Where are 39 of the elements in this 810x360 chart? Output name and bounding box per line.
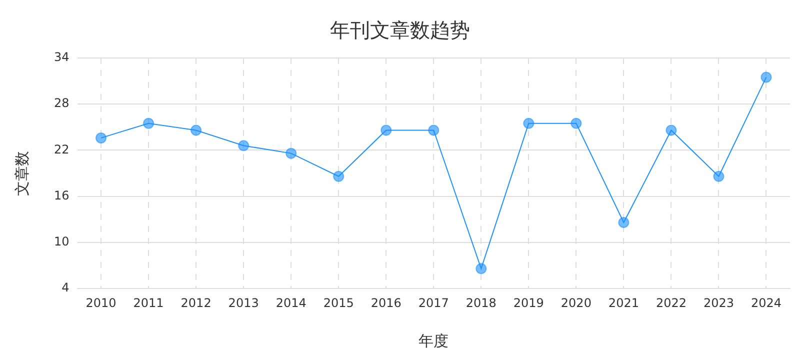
x-tick-label: 2021	[608, 296, 639, 310]
point	[286, 148, 297, 159]
point	[380, 124, 392, 136]
x-tick-label: 2010	[86, 296, 116, 310]
point	[428, 124, 440, 136]
x-tick-label: 2013	[228, 296, 259, 310]
x-tick-label: 2018	[466, 296, 496, 310]
x-tick-label: 2012	[180, 296, 212, 310]
y-tick-label: 22	[54, 142, 70, 156]
y-tick-label: 10	[54, 234, 70, 249]
x-axis-title: 年度	[418, 332, 449, 350]
y-tick-label: 34	[54, 50, 70, 64]
x-tick-label: 2020	[560, 296, 592, 310]
point	[666, 124, 677, 136]
point	[713, 170, 724, 182]
point	[760, 72, 772, 83]
y-axis-title: 文章数	[12, 150, 31, 196]
point	[190, 124, 202, 136]
y-tick-label: 28	[54, 96, 70, 110]
x-tick-label: 2022	[656, 296, 686, 310]
x-tick-label: 2016	[370, 296, 402, 310]
x-tick-label: 2019	[513, 296, 544, 310]
x-tick-label: 2024	[750, 296, 782, 310]
point	[618, 216, 630, 228]
x-tick-label: 2023	[703, 296, 734, 310]
x-tick-label: 2017	[418, 296, 449, 310]
y-tick-label: 4	[62, 280, 70, 295]
x-tick-label: 2011	[133, 296, 164, 310]
point	[96, 132, 107, 144]
x-tick-label: 2014	[276, 296, 306, 310]
point	[570, 118, 582, 129]
point	[476, 263, 487, 274]
point	[143, 118, 154, 129]
point	[333, 170, 344, 182]
point	[238, 140, 250, 152]
x-tick-label: 2015	[323, 296, 354, 310]
y-tick-label: 16	[54, 188, 70, 202]
point	[523, 118, 534, 129]
chart-title: 年刊文章数趋势	[330, 18, 470, 42]
